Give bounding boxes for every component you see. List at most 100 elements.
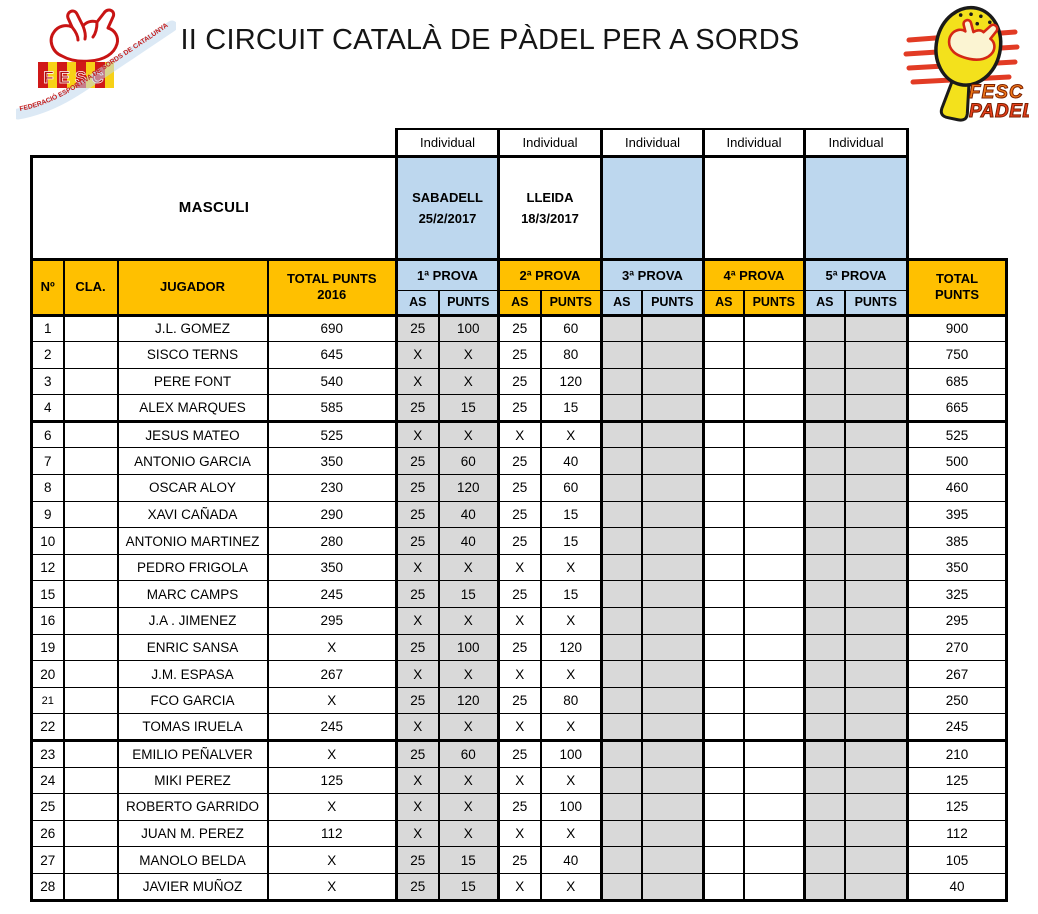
as-cell: 25	[395, 527, 440, 555]
cla-cell	[62, 793, 119, 821]
as-cell	[702, 341, 745, 369]
total-2016-cell: 112	[266, 819, 398, 848]
punts-cell: X	[539, 660, 603, 688]
punts-cell	[640, 686, 705, 715]
as-cell: 25	[497, 846, 542, 874]
event-city: LLEIDA	[526, 189, 574, 205]
rank-cell: 26	[30, 819, 65, 848]
punts-cell: X	[437, 341, 500, 369]
event-cell-5	[803, 155, 909, 261]
rank-cell: 21	[30, 686, 65, 715]
punts-cell: 80	[539, 341, 603, 369]
punts-cell	[843, 394, 909, 422]
punts-cell: 80	[539, 686, 603, 715]
as-cell: X	[395, 607, 440, 635]
punts-cell: 100	[437, 633, 500, 662]
cla-cell	[62, 474, 119, 502]
cla-cell	[62, 341, 119, 369]
individual-header-row: Individual Individual Individual Individ…	[31, 128, 1007, 158]
total-punts-cell: 105	[906, 846, 1008, 874]
player-name-cell: PEDRO FRIGOLA	[116, 553, 269, 582]
player-row: 10 ANTONIO MARTINEZ 280 25 40 25 15 385	[30, 527, 1008, 555]
as-cell	[803, 394, 846, 422]
rank-cell: 28	[30, 872, 65, 902]
as-cell	[803, 819, 846, 848]
total-punts-cell: 267	[906, 660, 1008, 688]
rank-cell: 23	[30, 739, 65, 768]
cla-cell	[62, 686, 119, 715]
punts-cell: 120	[539, 367, 603, 396]
rank-cell: 27	[30, 846, 65, 874]
player-name-cell: ANTONIO GARCIA	[116, 447, 269, 476]
as-cell: X	[497, 766, 542, 795]
blank-area	[907, 156, 1007, 259]
punts-header: PUNTS	[539, 289, 603, 317]
player-row: 27 MANOLO BELDA X 25 15 25 40 105	[30, 846, 1008, 874]
total-punts-cell: 500	[906, 447, 1008, 476]
punts-cell	[640, 739, 705, 768]
rank-cell: 8	[30, 474, 65, 502]
as-cell: 25	[497, 633, 542, 662]
punts-cell	[742, 739, 806, 768]
player-row: 2 SISCO TERNS 645 X X 25 80 750	[30, 341, 1008, 369]
punts-cell	[843, 846, 909, 874]
as-cell: 25	[497, 314, 542, 343]
punts-cell	[843, 367, 909, 396]
total-2016-cell: X	[266, 793, 398, 821]
punts-cell: X	[539, 872, 603, 902]
cla-cell	[62, 419, 119, 449]
as-cell	[600, 793, 643, 821]
punts-cell	[843, 553, 909, 582]
as-cell: 25	[395, 846, 440, 874]
punts-cell	[843, 793, 909, 821]
total-punts-cell: 525	[906, 419, 1008, 449]
punts-cell: 60	[539, 474, 603, 502]
punts-cell	[742, 633, 806, 662]
punts-cell: 15	[539, 580, 603, 609]
individual-cell-5: Individual	[803, 128, 909, 158]
total-2016-cell: 540	[266, 367, 398, 396]
total-2016-cell: X	[266, 872, 398, 902]
event-city: SABADELL	[412, 189, 483, 205]
as-cell	[600, 394, 643, 422]
player-name-cell: PERE FONT	[116, 367, 269, 396]
as-cell: 25	[395, 872, 440, 902]
as-cell	[702, 686, 745, 715]
as-cell	[702, 553, 745, 582]
total-2016-cell: 350	[266, 447, 398, 476]
total-punts-cell: 665	[906, 394, 1008, 422]
player-row: 6 JESUS MATEO 525 X X X X 525	[30, 419, 1008, 449]
as-cell: 25	[497, 341, 542, 369]
total-punts-cell: 112	[906, 819, 1008, 848]
as-cell: 25	[395, 394, 440, 422]
punts-cell	[640, 553, 705, 582]
col-header-total-2016: TOTAL PUNTS 2016	[266, 257, 398, 317]
punts-header: PUNTS	[843, 289, 909, 317]
prova-header-4: 4ª PROVA	[702, 257, 806, 291]
as-cell	[702, 713, 745, 741]
prova-header-5: 5ª PROVA	[803, 257, 909, 291]
total-punts-cell: 325	[906, 580, 1008, 609]
as-cell	[600, 553, 643, 582]
punts-cell	[843, 607, 909, 635]
punts-cell: 120	[539, 633, 603, 662]
total-2016-cell: 525	[266, 419, 398, 449]
total-punts-cell: 250	[906, 686, 1008, 715]
as-cell	[702, 419, 745, 449]
cla-cell	[62, 394, 119, 422]
punts-cell	[640, 447, 705, 476]
results-body: 1 J.L. GOMEZ 690 25 100 25 60 900 2 SISCO TERNS 64…	[30, 314, 1008, 902]
logo-line2: PADEL	[969, 101, 1029, 122]
player-name-cell: MIKI PEREZ	[116, 766, 269, 795]
as-header: AS	[803, 289, 846, 317]
category-label-cell: MASCULI	[30, 154, 398, 261]
cla-cell	[62, 872, 119, 902]
punts-cell	[640, 394, 705, 422]
total-2016-cell: 230	[266, 474, 398, 502]
as-cell	[600, 686, 643, 715]
punts-cell: 40	[437, 527, 500, 555]
rank-cell: 22	[30, 713, 65, 741]
as-cell: 25	[497, 686, 542, 715]
as-cell	[803, 314, 846, 343]
as-cell	[803, 474, 846, 502]
